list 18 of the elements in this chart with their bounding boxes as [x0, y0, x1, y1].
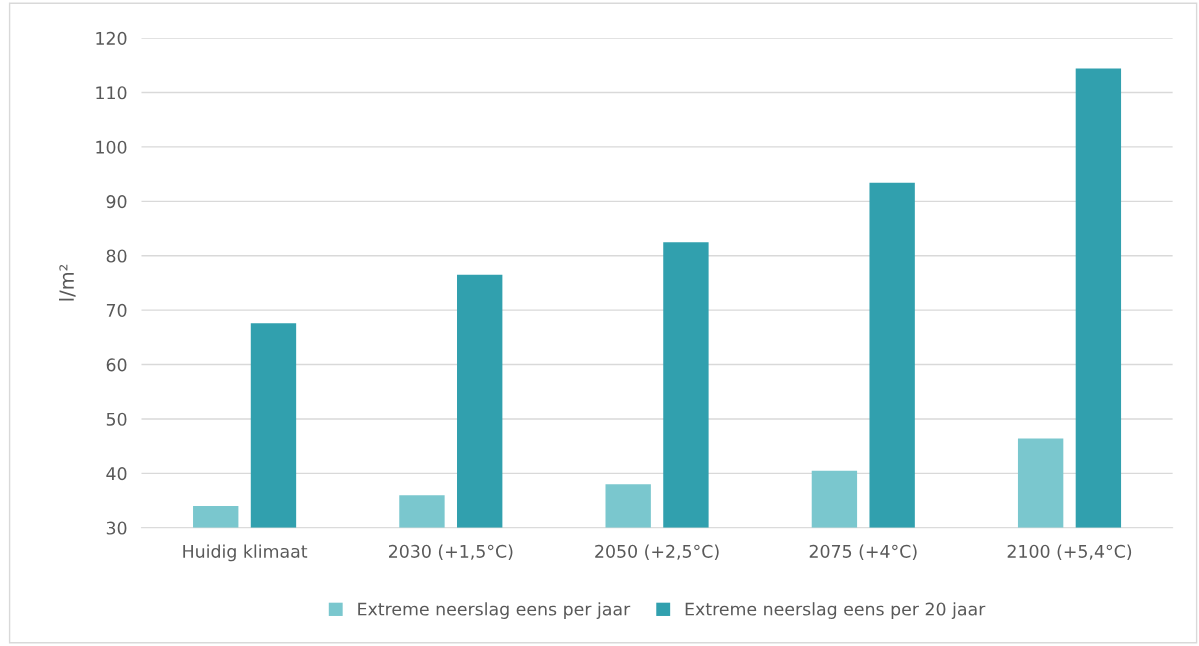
x-tick-label: 2030 (+1,5°C) — [388, 544, 513, 560]
x-tick-label: 2100 (+5,4°C) — [1007, 544, 1132, 560]
legend-label: Extreme neerslag eens per 20 jaar — [685, 602, 986, 619]
y-tick-label: 30 — [106, 521, 127, 535]
y-tick-label: 60 — [106, 358, 127, 372]
y-tick-label: 70 — [106, 303, 127, 317]
y-tick-label: 50 — [106, 412, 127, 426]
y-tick-label: 120 — [96, 31, 127, 45]
y-axis-title: l/m² — [58, 264, 76, 301]
y-tick-label: 40 — [106, 467, 127, 481]
y-tick-label: 90 — [106, 195, 127, 209]
x-tick-label: 2050 (+2,5°C) — [595, 544, 719, 560]
y-tick-label: 80 — [106, 249, 127, 263]
x-tick-label: 2075 (+4°C) — [809, 544, 917, 560]
legend-label: Extreme neerslag eens per jaar — [358, 602, 631, 619]
x-tick-label: Huidig klimaat — [183, 544, 308, 562]
y-tick-label: 110 — [96, 86, 127, 100]
y-tick-label: 100 — [96, 140, 127, 154]
